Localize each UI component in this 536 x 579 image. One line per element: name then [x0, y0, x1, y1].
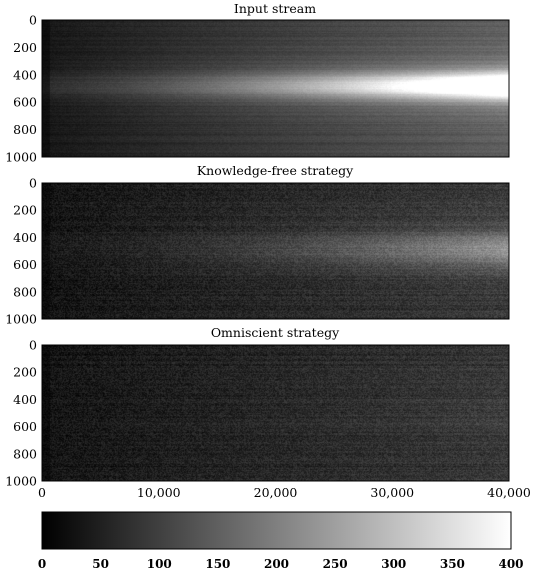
y-tick-label: 1000 — [5, 312, 37, 327]
colorbar-tick-label: 50 — [92, 557, 109, 571]
colorbar-tick-label: 150 — [205, 557, 230, 571]
panel-knowledge-free: Knowledge-free strategy 0 200 400 600 800 100… — [5, 163, 510, 327]
colorbar-tick-label: 300 — [381, 557, 406, 571]
y-tick-label: 1000 — [5, 474, 37, 489]
y-tick-label: 0 — [29, 176, 37, 191]
y-tick-label: 400 — [13, 230, 37, 245]
y-tick-label: 0 — [29, 13, 37, 28]
heatmap-image-omniscient — [42, 345, 509, 481]
colorbar-tick-label: 400 — [498, 557, 523, 571]
panel-title-input-stream: Input stream — [234, 1, 316, 16]
panel-frame-input-stream — [41, 19, 510, 158]
y-tick-label: 400 — [13, 67, 37, 82]
y-tick-label: 600 — [13, 419, 37, 434]
colorbar-tick-label: 250 — [323, 557, 348, 571]
y-tick-label: 600 — [13, 257, 37, 272]
y-tick-label: 0 — [29, 338, 37, 353]
colorbar-tick-label: 100 — [147, 557, 172, 571]
colorbar-tick-label: 200 — [264, 557, 289, 571]
y-tick-label: 800 — [13, 284, 37, 299]
y-tick-label: 200 — [13, 40, 37, 55]
y-tick-label: 800 — [13, 446, 37, 461]
x-tick-label: 40,000 — [487, 485, 531, 500]
panel-title-omniscient: Omniscient strategy — [211, 325, 340, 340]
y-tick-label: 200 — [13, 203, 37, 218]
y-tick-label: 600 — [13, 95, 37, 110]
colorbar-tick-label: 0 — [38, 557, 46, 571]
x-tick-label: 20,000 — [254, 485, 298, 500]
y-tick-label: 400 — [13, 392, 37, 407]
panel-omniscient: Omniscient strategy 0 200 400 600 800 1000 0 1… — [5, 325, 531, 500]
x-tick-label: 10,000 — [137, 485, 181, 500]
x-tick-label: 0 — [38, 485, 46, 500]
x-tick-label: 30,000 — [370, 485, 414, 500]
colorbar: 0 50 100 150 200 250 300 350 400 — [38, 511, 524, 571]
panel-input-stream: Input stream 0 200 400 600 800 1000 — [5, 1, 510, 165]
heatmap-image-input-stream — [42, 20, 509, 157]
heatmap-image-knowledge-free — [42, 183, 509, 319]
y-tick-label: 800 — [13, 122, 37, 137]
colorbar-gradient — [41, 511, 512, 550]
panel-frame-omniscient — [41, 344, 510, 482]
y-tick-label: 1000 — [5, 150, 37, 165]
colorbar-tick-label: 350 — [440, 557, 465, 571]
y-tick-label: 200 — [13, 365, 37, 380]
panel-title-knowledge-free: Knowledge-free strategy — [197, 163, 354, 178]
panel-frame-knowledge-free — [41, 182, 510, 320]
